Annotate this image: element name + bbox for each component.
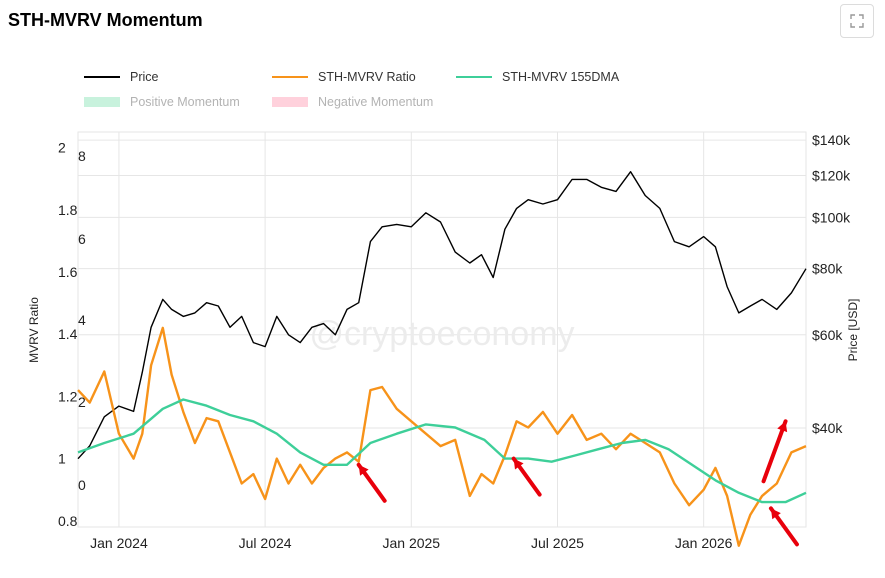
left-tick-label: 2 <box>58 140 66 156</box>
left-tick-label: 1.4 <box>58 326 78 342</box>
x-tick-label: Jan 2024 <box>90 535 148 551</box>
legend-item[interactable]: STH-MVRV Ratio <box>272 70 416 84</box>
left-overlay-tick-label: 8 <box>78 148 86 164</box>
legend-label: STH-MVRV Ratio <box>318 70 416 84</box>
annotation-arrowhead <box>358 464 369 476</box>
left-tick-label: 1 <box>58 451 66 467</box>
right-tick-label: $100k <box>812 209 851 225</box>
x-tick-label: Jan 2025 <box>382 535 440 551</box>
legend-item[interactable]: Price <box>84 70 158 84</box>
series-line-sth-mvrv-155dma <box>77 398 807 504</box>
legend-label: Price <box>130 70 159 84</box>
left-overlay-tick-label: 6 <box>78 231 86 247</box>
annotation-arrowhead <box>770 508 781 520</box>
watermark: @cryptoeconomy <box>309 315 574 353</box>
chart-title: STH-MVRV Momentum <box>8 10 203 30</box>
right-tick-label: $140k <box>812 132 851 148</box>
x-tick-label: Jul 2024 <box>239 535 292 551</box>
annotation-arrowhead <box>513 458 524 470</box>
legend-item[interactable]: Positive Momentum <box>84 95 240 109</box>
left-overlay-tick-label: 2 <box>78 394 86 410</box>
expand-icon <box>850 14 864 28</box>
left-tick-label: 1.2 <box>58 388 78 404</box>
legend-swatch <box>84 76 120 78</box>
right-tick-label: $120k <box>812 167 851 183</box>
right-tick-label: $80k <box>812 261 843 277</box>
legend-label: Negative Momentum <box>318 95 434 109</box>
series-line-sth-mvrv-ratio <box>77 326 807 547</box>
left-tick-label: 1.6 <box>58 264 78 280</box>
expand-button[interactable] <box>840 4 874 38</box>
right-tick-label: $40k <box>812 420 843 436</box>
legend-swatch <box>272 76 308 78</box>
plot-area <box>77 131 807 528</box>
annotation-arrow <box>761 419 788 484</box>
left-overlay-tick-label: 4 <box>78 312 86 328</box>
x-tick-label: Jul 2025 <box>531 535 584 551</box>
legend-item[interactable]: STH-MVRV 155DMA <box>456 70 619 84</box>
right-tick-label: $60k <box>812 327 843 343</box>
annotation-arrowhead <box>777 421 788 433</box>
series-line-price <box>77 170 807 460</box>
legend-item[interactable]: Negative Momentum <box>272 95 433 109</box>
left-overlay-tick-label: 0 <box>78 477 86 493</box>
legend-swatch <box>272 97 308 107</box>
legend-label: STH-MVRV 155DMA <box>502 70 620 84</box>
legend-label: Positive Momentum <box>130 95 240 109</box>
left-tick-label: 0.8 <box>58 513 78 529</box>
legend-swatch <box>456 76 492 78</box>
x-tick-label: Jan 2026 <box>675 535 733 551</box>
left-axis-title: MVRV Ratio <box>27 297 41 363</box>
legend-swatch <box>84 97 120 107</box>
left-tick-label: 1.8 <box>58 202 78 218</box>
right-axis-title: Price [USD] <box>846 299 860 362</box>
